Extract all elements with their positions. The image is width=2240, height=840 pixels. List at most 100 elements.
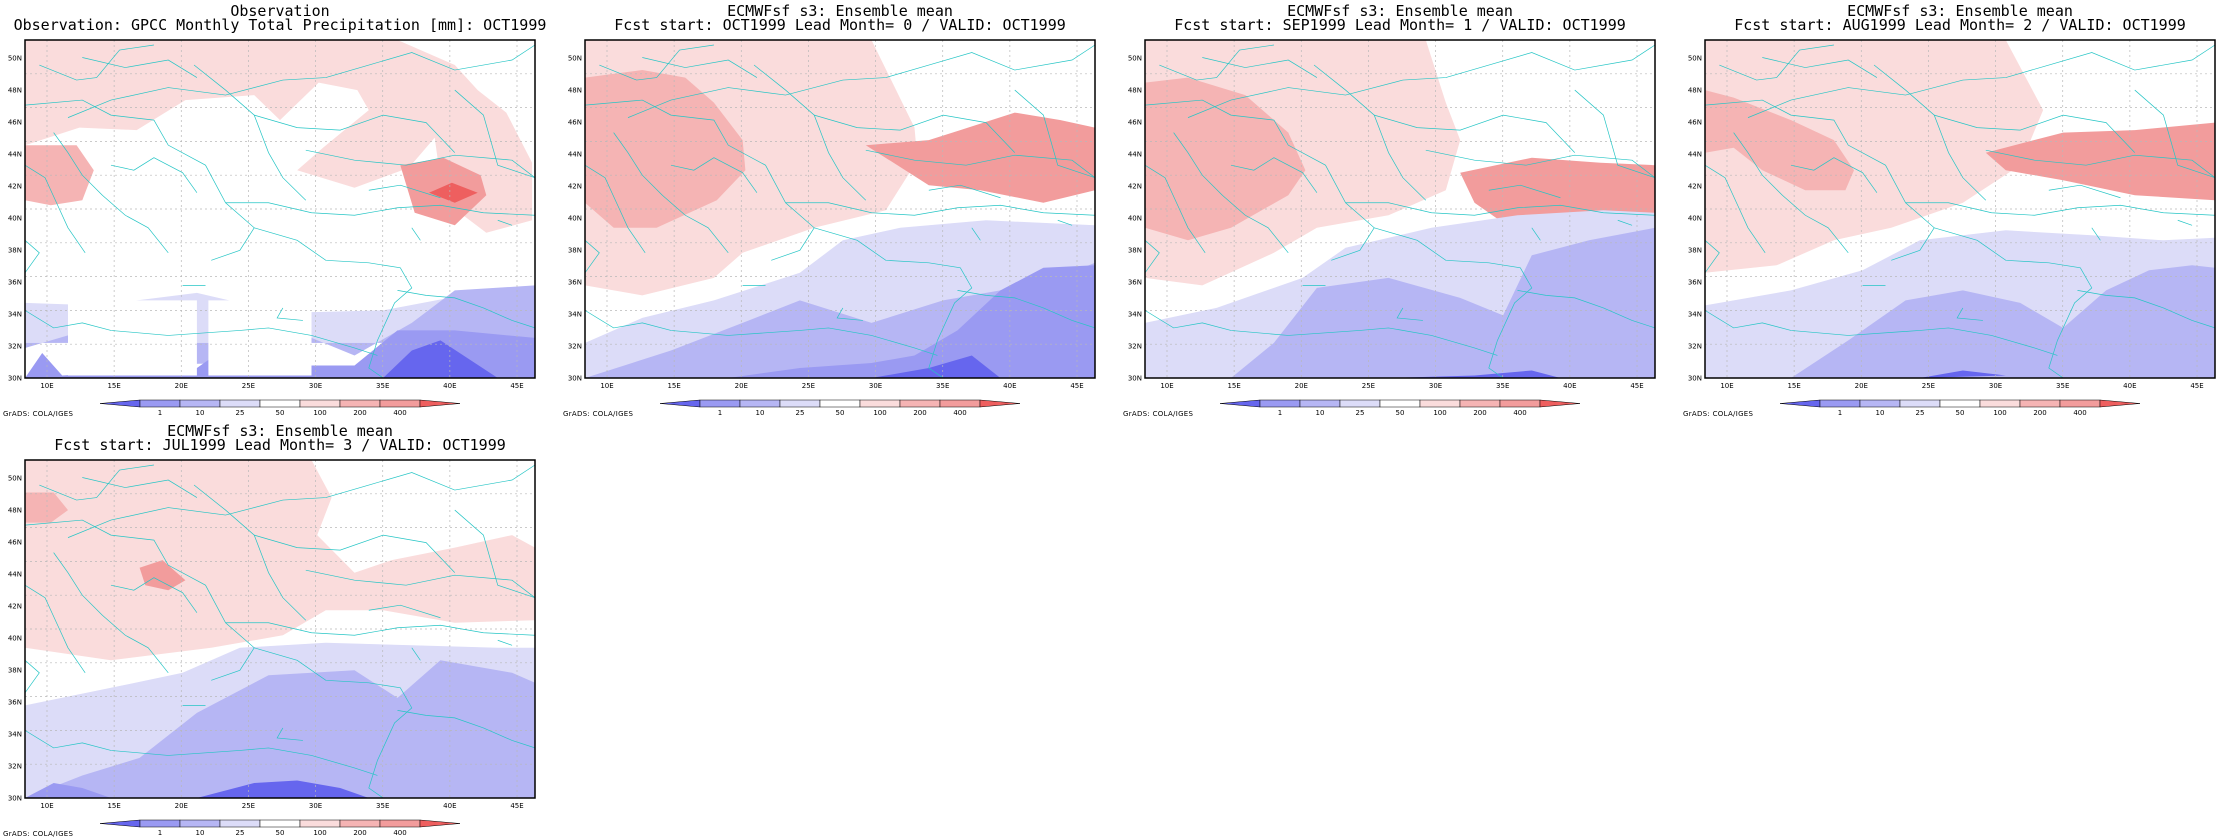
coastline-path <box>54 133 169 253</box>
coastline-path <box>1532 228 1541 241</box>
colorbar-segment <box>1939 399 1981 408</box>
coastline-path <box>25 240 39 273</box>
coastline-path <box>25 660 39 693</box>
coastline-path <box>1618 220 1632 225</box>
lat-tick-label: 34N <box>8 311 22 319</box>
colorbar-segment <box>339 819 381 828</box>
colorbar-label: 10 <box>196 829 205 837</box>
coastline-path <box>2077 290 2215 328</box>
lon-tick-label: 25E <box>1922 382 1935 390</box>
coastline-path <box>642 58 757 78</box>
credit-label: GrADS: COLA/IGES <box>1123 410 1194 418</box>
map-frame <box>584 39 1096 379</box>
lon-tick-label: 25E <box>242 802 255 810</box>
colorbar-label: 200 <box>353 409 366 417</box>
coastline-path <box>1748 45 2215 118</box>
coastline-path <box>82 478 197 498</box>
colorbar-label: 100 <box>313 829 326 837</box>
lon-tick-label: 10E <box>1160 382 1173 390</box>
colorbar-segment <box>1979 399 2021 408</box>
coastline-path <box>2049 185 2121 198</box>
lat-tick-label: 50N <box>568 55 582 63</box>
coastline-path <box>277 728 303 741</box>
colorbar-segment <box>819 399 861 408</box>
colorbar-label: 1 <box>1838 409 1842 417</box>
coastline-path <box>68 45 535 118</box>
missing-data-mask <box>68 300 197 376</box>
field-layer <box>1145 40 1655 378</box>
coastlines <box>1145 45 1655 378</box>
precip-field-red2b <box>1985 122 2215 201</box>
lon-tick-label: 25E <box>1362 382 1375 390</box>
coastline-path <box>1015 90 1095 178</box>
lon-tick-label: 45E <box>1070 382 1083 390</box>
colorbar-segment <box>1859 399 1901 408</box>
panel-title: ECMWFsf s3: Ensemble mean <box>727 2 953 20</box>
coastline-path <box>1874 65 1986 200</box>
lat-tick-label: 42N <box>568 183 582 191</box>
lat-tick-label: 40N <box>1688 215 1702 223</box>
coastline-path <box>754 65 866 200</box>
colorbar-segment <box>179 399 221 408</box>
coastline-path <box>39 45 154 80</box>
panel-0: Observation Observation: GPCC Monthly To… <box>0 0 560 420</box>
coastline-path <box>585 240 599 273</box>
colorbar-segment <box>699 399 741 408</box>
panel-title: Observation <box>230 2 330 20</box>
precip-field-blue4 <box>1388 370 1561 378</box>
lat-tick-label: 46N <box>8 539 22 547</box>
colorbar-arrow-high <box>419 399 461 408</box>
lon-tick-label: 10E <box>40 382 53 390</box>
colorbar-label: 200 <box>913 409 926 417</box>
lat-tick-label: 46N <box>568 119 582 127</box>
coastline-path <box>25 585 85 673</box>
coastline-path <box>111 158 197 193</box>
lat-tick-label: 34N <box>1128 311 1142 319</box>
colorbar: 1 10 25 50 100 200 400 <box>1219 399 1581 417</box>
lat-tick-label: 50N <box>1688 55 1702 63</box>
coastline-path <box>585 100 814 260</box>
colorbar-label: 1 <box>718 409 722 417</box>
colorbar-label: 100 <box>1993 409 2006 417</box>
map-svg: 50N 48N 46N 44N 42N 40N 38N 36N 34N 32N 30N 10E 15E 2… <box>8 459 536 837</box>
coastline-path <box>1188 45 1655 118</box>
precip-field-blue2 <box>1791 265 2215 378</box>
colorbar-segment <box>1259 399 1301 408</box>
precip-field-red1 <box>25 40 533 233</box>
coastline-path <box>2178 220 2192 225</box>
coastline-path <box>369 185 441 198</box>
lat-tick-label: 30N <box>8 795 22 803</box>
coastline-path <box>1202 58 1317 78</box>
colorbar-segment <box>859 399 901 408</box>
precip-field-blue3 <box>25 783 111 798</box>
lat-tick-label: 38N <box>1688 247 1702 255</box>
coastline-path <box>1957 308 1983 321</box>
precip-field-red2 <box>25 145 94 206</box>
coastline-path <box>1734 133 1849 253</box>
colorbar-arrow-high <box>2099 399 2141 408</box>
colorbar-label: 1 <box>158 409 162 417</box>
lon-tick-label: 30E <box>1429 382 1442 390</box>
precip-field-blue4 <box>1919 370 2006 378</box>
precip-field-red2 <box>1705 90 1854 191</box>
colorbar-label: 10 <box>1316 409 1325 417</box>
lat-tick-label: 42N <box>8 603 22 611</box>
lon-tick-label: 20E <box>175 382 188 390</box>
lon-tick-label: 10E <box>1720 382 1733 390</box>
lat-tick-label: 38N <box>1128 247 1142 255</box>
coastline-path <box>585 310 937 355</box>
coastline-path <box>1705 310 2057 355</box>
lon-tick-label: 10E <box>40 802 53 810</box>
colorbar-label: 25 <box>236 409 245 417</box>
coastline-path <box>585 165 645 253</box>
coastlines <box>1705 45 2215 378</box>
panel-3: ECMWFsf s3: Ensemble mean Fcst start: AU… <box>1680 0 2240 420</box>
coastline-path <box>1986 150 2215 178</box>
coastline-path <box>1791 158 1877 193</box>
coastline-path <box>397 290 535 328</box>
lat-tick-label: 34N <box>568 311 582 319</box>
colorbar-label: 10 <box>196 409 205 417</box>
colorbar-segment <box>2059 399 2101 408</box>
lat-tick-label: 36N <box>8 699 22 707</box>
coastline-path <box>412 648 421 661</box>
